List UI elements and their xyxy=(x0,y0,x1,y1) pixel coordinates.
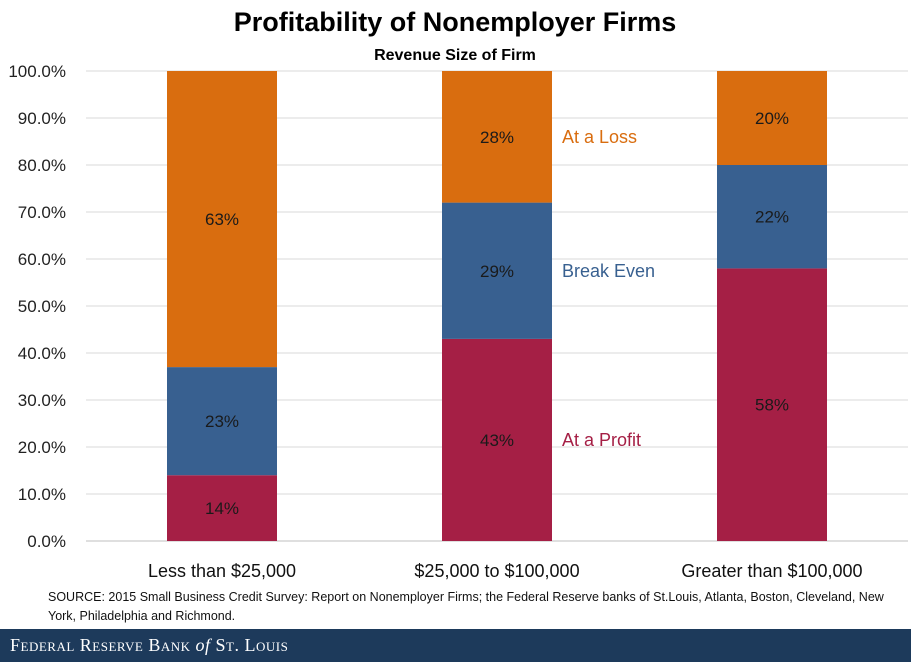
y-tick-label: 0.0% xyxy=(27,532,66,551)
y-tick-label: 60.0% xyxy=(18,250,66,269)
bar-segment xyxy=(442,71,552,203)
y-tick-label: 10.0% xyxy=(18,485,66,504)
legend: At a Profit Break Even At a Loss xyxy=(562,127,655,450)
x-tick-label: Less than $25,000 xyxy=(148,561,296,581)
chart-subtitle: Revenue Size of Firm xyxy=(374,47,536,64)
x-axis: Less than $25,000 $25,000 to $100,000 Grea… xyxy=(148,561,863,581)
data-label: 63% xyxy=(205,210,239,229)
y-tick-label: 70.0% xyxy=(18,203,66,222)
y-tick-label: 40.0% xyxy=(18,344,66,363)
bar-segment xyxy=(167,367,277,476)
data-label: 29% xyxy=(480,262,514,281)
y-tick-label: 100.0% xyxy=(8,62,66,81)
data-label: 22% xyxy=(755,208,789,227)
bar-segment xyxy=(167,475,277,541)
bar-segment xyxy=(442,338,552,541)
bars: 14% 23% 63% 43% 29% 28% 58% 22% 20% xyxy=(167,71,827,541)
bar-segment xyxy=(717,71,827,165)
y-tick-label: 90.0% xyxy=(18,109,66,128)
data-label: 20% xyxy=(755,109,789,128)
data-label: 58% xyxy=(755,396,789,415)
source-note: SOURCE: 2015 Small Business Credit Surve… xyxy=(48,590,884,623)
bar-segment xyxy=(717,165,827,269)
y-tick-label: 20.0% xyxy=(18,438,66,457)
data-label: 23% xyxy=(205,412,239,431)
footer-bar: Federal Reserve Bank of St. Louis xyxy=(0,629,911,662)
bar-segment xyxy=(442,202,552,339)
bar-segment xyxy=(167,71,277,368)
footer-bank: Federal Reserve Bank xyxy=(10,635,191,655)
data-label: 43% xyxy=(480,431,514,450)
legend-entry: Break Even xyxy=(562,261,655,281)
legend-entry: At a Profit xyxy=(562,430,641,450)
x-tick-label: Greater than $100,000 xyxy=(681,561,862,581)
y-tick-label: 80.0% xyxy=(18,156,66,175)
legend-entry: At a Loss xyxy=(562,127,637,147)
x-tick-label: $25,000 to $100,000 xyxy=(414,561,579,581)
chart-title: Profitability of Nonemployer Firms xyxy=(234,7,677,37)
y-tick-label: 50.0% xyxy=(18,297,66,316)
footer-of: of xyxy=(195,635,211,655)
bar-segment xyxy=(717,268,827,541)
footer-city: St. Louis xyxy=(215,635,289,655)
data-label: 28% xyxy=(480,128,514,147)
y-tick-label: 30.0% xyxy=(18,391,66,410)
footer-logo-text: Federal Reserve Bank of St. Louis xyxy=(10,635,288,656)
data-label: 14% xyxy=(205,499,239,518)
